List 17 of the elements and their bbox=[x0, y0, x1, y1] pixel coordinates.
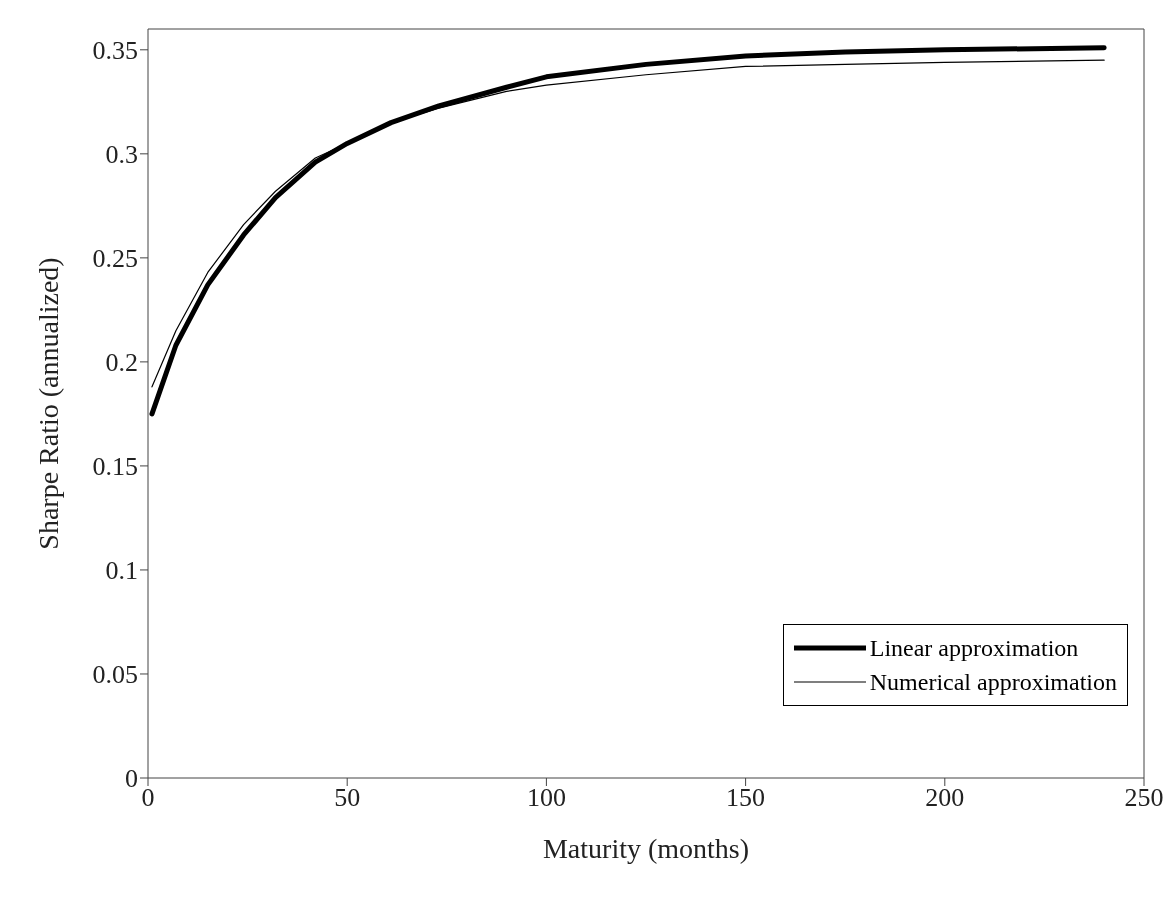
y-tick-label: 0.35 bbox=[92, 36, 138, 66]
legend-label: Linear approximation bbox=[869, 634, 1079, 662]
y-tick-label: 0 bbox=[125, 764, 138, 794]
x-tick-label: 50 bbox=[334, 783, 361, 813]
y-tick-label: 0.3 bbox=[105, 140, 138, 170]
y-tick-label: 0.2 bbox=[105, 348, 138, 378]
x-tick-label: 200 bbox=[925, 783, 965, 813]
x-tick-label: 150 bbox=[726, 783, 766, 813]
y-tick-label: 0.15 bbox=[92, 452, 138, 482]
x-tick-label: 100 bbox=[526, 783, 566, 813]
y-axis-title: Sharpe Ratio (annualized) bbox=[32, 257, 64, 550]
x-tick-label: 250 bbox=[1124, 783, 1164, 813]
y-tick-label: 0.1 bbox=[105, 556, 138, 586]
y-tick-label: 0.05 bbox=[92, 660, 138, 690]
y-tick-label: 0.25 bbox=[92, 244, 138, 274]
legend-label: Numerical approximation bbox=[869, 668, 1117, 696]
x-axis-title: Maturity (months) bbox=[542, 833, 750, 864]
